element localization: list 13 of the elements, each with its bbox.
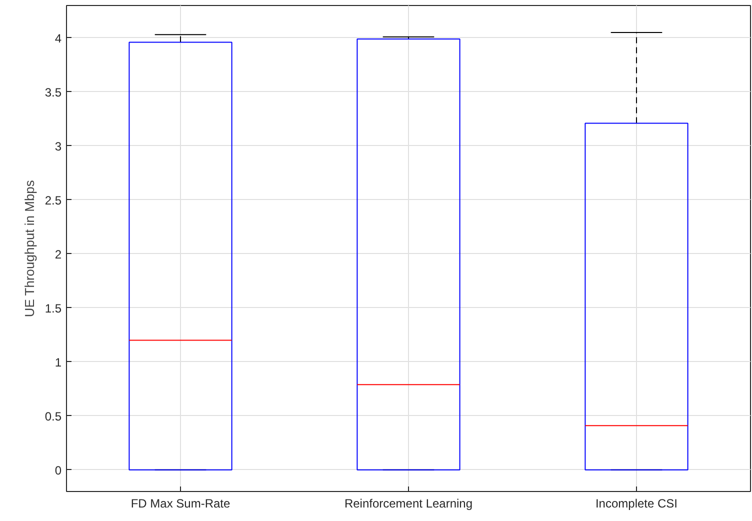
y-tick-label: 0 — [54, 463, 62, 478]
x-tick-label: FD Max Sum-Rate — [130, 496, 230, 510]
y-tick-label: 2 — [54, 247, 62, 262]
y-tick-label: 1.5 — [44, 301, 62, 316]
y-tick-label: 0.5 — [44, 409, 62, 424]
y-tick-label: 2.5 — [44, 193, 62, 208]
x-tick-label: Reinforcement Learning — [344, 496, 473, 510]
y-tick-label: 1 — [54, 355, 62, 370]
y-tick-label: 3 — [54, 139, 62, 154]
x-tick-label: Incomplete CSI — [595, 496, 678, 510]
y-tick-label: 3.5 — [44, 85, 62, 100]
y-axis-title: UE Throughput in Mbps — [22, 180, 37, 318]
y-tick-label: 4 — [54, 31, 62, 46]
